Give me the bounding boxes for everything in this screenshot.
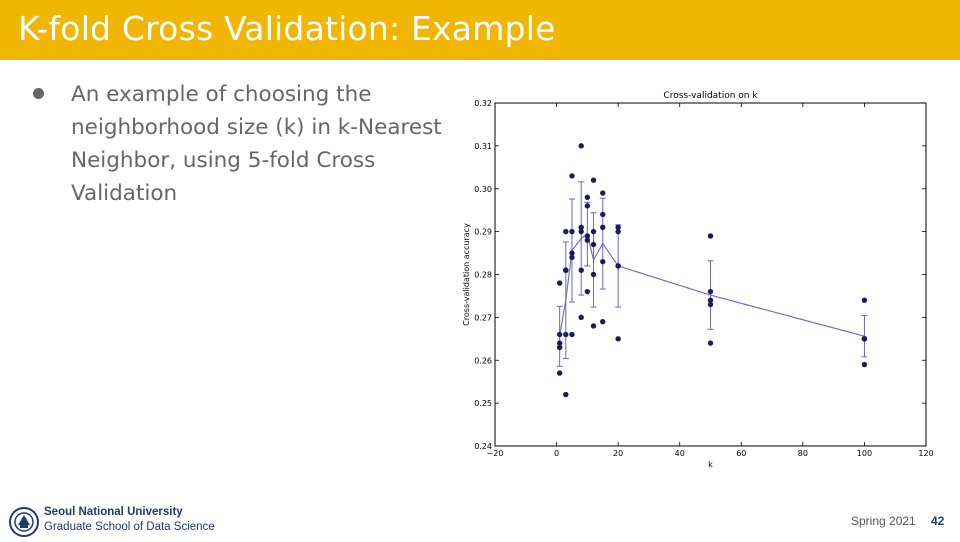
x-tick-label: 80 xyxy=(798,449,808,458)
x-tick-label: 60 xyxy=(736,449,746,458)
title-bar: K-fold Cross Validation: Example xyxy=(0,0,960,60)
data-point xyxy=(569,254,575,261)
data-point xyxy=(556,280,563,286)
y-tick-label: 0.30 xyxy=(474,185,492,194)
data-point xyxy=(584,233,591,239)
data-point xyxy=(578,228,584,235)
bullet-point-icon xyxy=(33,88,44,99)
data-point xyxy=(569,250,575,256)
data-point xyxy=(556,331,563,338)
x-axis-label: k xyxy=(708,460,713,469)
x-tick-label: 0 xyxy=(554,449,559,458)
data-point xyxy=(600,211,606,218)
data-point xyxy=(563,391,569,398)
data-point xyxy=(590,228,597,235)
y-tick-label: 0.26 xyxy=(474,356,492,365)
data-point xyxy=(556,340,563,346)
data-point xyxy=(590,323,597,329)
mean-trend-line xyxy=(559,233,865,337)
data-point xyxy=(707,233,714,239)
y-tick-label: 0.32 xyxy=(474,99,492,108)
slide-title: K-fold Cross Validation: Example xyxy=(18,9,556,48)
data-point xyxy=(584,288,591,295)
data-point xyxy=(563,267,569,273)
data-point xyxy=(584,237,591,243)
data-point xyxy=(584,203,591,209)
data-point xyxy=(615,228,621,235)
x-tick-label: −20 xyxy=(487,449,504,458)
data-point xyxy=(707,288,714,295)
data-point xyxy=(569,228,575,235)
data-point xyxy=(590,271,597,278)
y-tick-label: 0.29 xyxy=(474,228,492,237)
data-point xyxy=(861,297,868,303)
data-point xyxy=(615,224,621,231)
data-point xyxy=(600,190,606,196)
footer-university: Seoul National University xyxy=(44,506,183,518)
x-tick-label: 100 xyxy=(857,449,872,458)
data-point xyxy=(556,370,563,376)
data-point xyxy=(615,263,621,269)
data-point xyxy=(600,318,606,325)
data-point xyxy=(578,267,584,273)
data-point xyxy=(707,340,714,346)
data-point xyxy=(707,297,714,303)
data-point xyxy=(615,336,621,342)
footer-term: Spring 2021 xyxy=(851,514,916,528)
x-tick-label: 40 xyxy=(675,449,685,458)
data-point xyxy=(556,344,563,351)
data-point xyxy=(707,301,714,308)
y-tick-label: 0.24 xyxy=(474,442,492,451)
data-point xyxy=(569,173,575,179)
data-point xyxy=(578,314,584,321)
data-point xyxy=(578,224,584,231)
data-point xyxy=(569,331,575,338)
data-point xyxy=(861,336,868,342)
page-number: 42 xyxy=(931,514,945,528)
data-point xyxy=(600,224,606,231)
y-tick-label: 0.25 xyxy=(474,399,492,408)
chart-root: −20 0 20 40 60 80 100 120 0.24 0.25 0.26 0.27 0.28 0.… xyxy=(462,91,934,469)
data-point xyxy=(861,361,868,368)
chart-title: Cross-validation on k xyxy=(663,91,758,101)
data-point xyxy=(563,331,569,338)
x-tick-label: 120 xyxy=(918,449,933,458)
data-point xyxy=(584,194,591,201)
data-point xyxy=(590,177,597,183)
bullet-text: An example of choosing the neighborhood … xyxy=(71,82,442,206)
data-point xyxy=(578,143,584,149)
y-tick-label: 0.28 xyxy=(474,271,492,280)
cross-validation-chart: −20 0 20 40 60 80 100 120 0.24 0.25 0.26 0.27 0.28 0.… xyxy=(462,91,934,469)
y-tick-label: 0.27 xyxy=(474,313,492,322)
footer-school: Graduate School of Data Science xyxy=(44,521,215,533)
data-point xyxy=(563,228,569,235)
x-tick-label: 20 xyxy=(613,449,623,458)
y-axis-label: Cross-validation accuracy xyxy=(462,223,471,326)
university-logo-icon xyxy=(9,507,39,537)
y-tick-label: 0.31 xyxy=(474,142,492,151)
data-point xyxy=(600,258,606,265)
data-point xyxy=(590,241,597,248)
